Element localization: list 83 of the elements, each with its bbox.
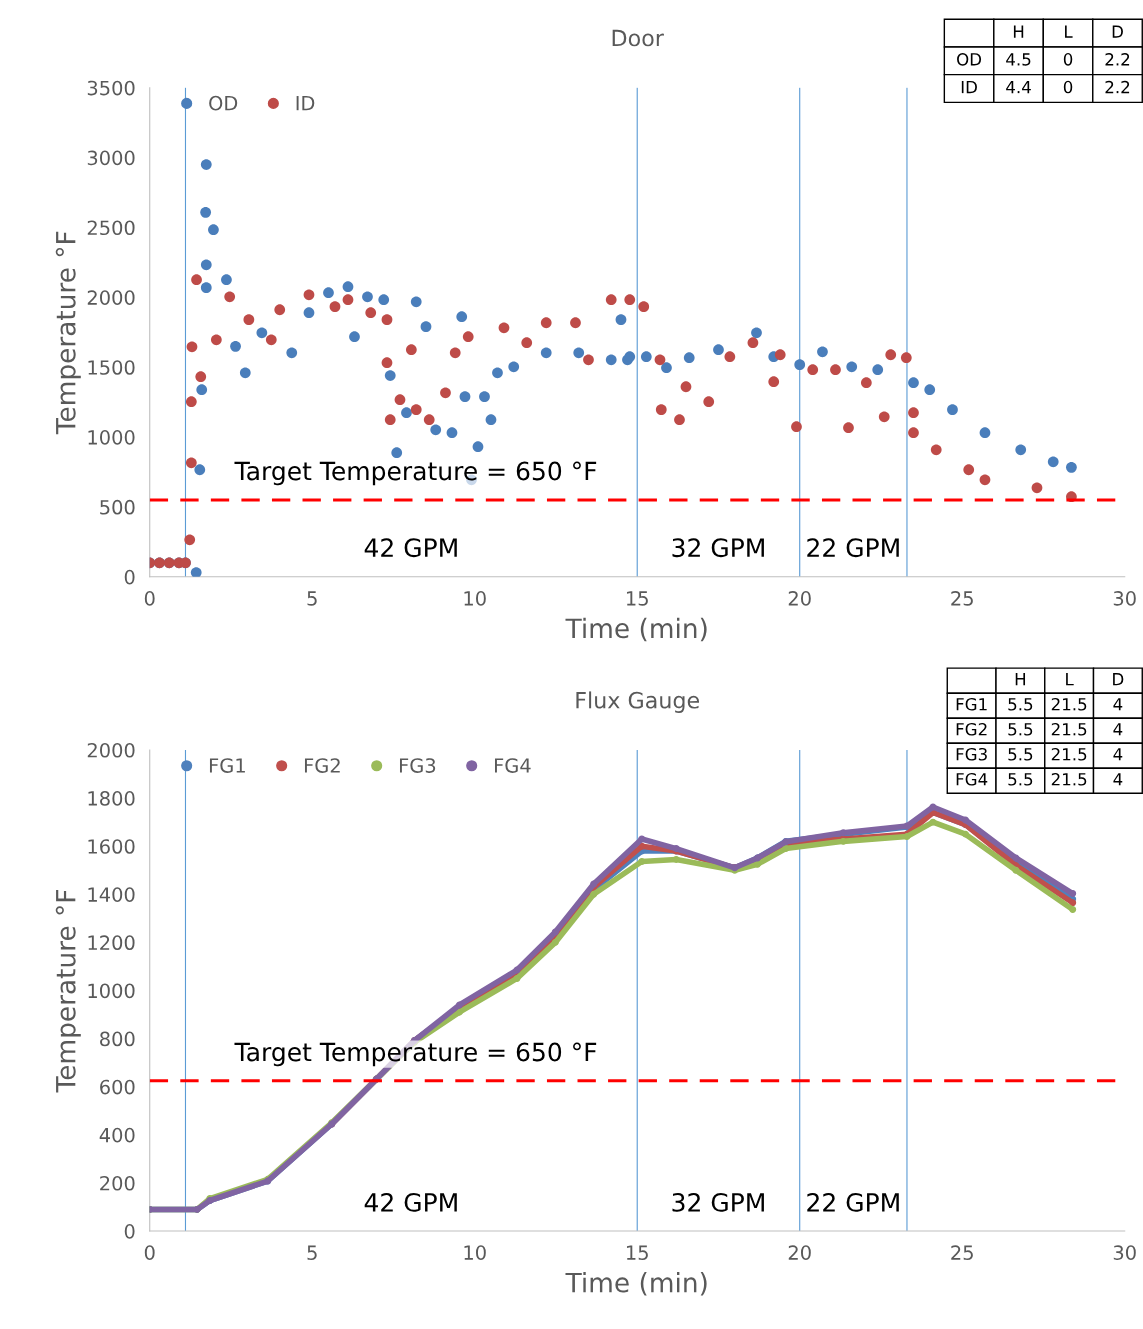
annotation: 21.5 <box>1051 772 1087 786</box>
y-axis-title: Temperature °F <box>55 890 81 1093</box>
text: 2.2 <box>1105 53 1130 66</box>
x-tick-label: 0 <box>144 1245 155 1260</box>
text: L <box>1066 673 1074 686</box>
annotation: 4.4 <box>1006 80 1031 94</box>
annotation: 2.2 <box>1105 80 1130 94</box>
text: 21.5 <box>1051 722 1087 736</box>
text: 5.5 <box>1008 698 1033 711</box>
x-tick-label: 25 <box>951 1245 973 1260</box>
y-tick-label: 1400 <box>88 887 135 902</box>
y-tick-label: 0 <box>124 1224 135 1239</box>
x-tick-label: 15 <box>626 1245 648 1260</box>
y-tick-label: 0 <box>124 569 135 585</box>
legend-label: OD <box>209 95 238 111</box>
text: OD <box>957 53 982 66</box>
x-tick-label: 5 <box>307 1245 317 1260</box>
annotation: 42 GPM <box>364 1192 457 1212</box>
text: H <box>1013 25 1024 38</box>
y-tick-label: 2000 <box>87 290 135 305</box>
x-tick-label: 20 <box>788 1245 811 1260</box>
x-tick-label: 0 <box>144 591 155 606</box>
y-tick-label: 1800 <box>88 791 135 806</box>
x-tick-label: 30 <box>1113 591 1136 606</box>
annotation: 32 GPM <box>672 1192 764 1212</box>
x-tick-label: 5 <box>307 591 317 606</box>
annotation: Target Temperature = 650 °F <box>234 461 597 486</box>
text: 0 <box>1063 53 1073 66</box>
x-axis-title: Time (min) <box>565 1272 707 1296</box>
annotation: 4 <box>1113 748 1123 761</box>
x-tick-label: 25 <box>951 591 973 606</box>
annotation: 5.5 <box>1008 773 1033 786</box>
legend-label: FG3 <box>400 758 436 773</box>
y-tick-label: 1600 <box>88 839 135 854</box>
y-axis-title: Temperature °F <box>55 231 81 435</box>
y-tick-label: 1000 <box>88 983 135 999</box>
annotation: 0 <box>1063 80 1073 94</box>
y-tick-label: 2500 <box>87 220 135 236</box>
x-tick-label: 20 <box>788 591 811 606</box>
y-tick-label: 500 <box>100 499 135 515</box>
y-tick-label: 1200 <box>88 935 135 951</box>
x-tick-label: 10 <box>464 1245 486 1260</box>
text: 5.5 <box>1008 723 1033 736</box>
text: FG2 <box>956 722 987 736</box>
annotation: Target Temperature = 650 °F <box>234 1042 597 1067</box>
y-tick-label: 600 <box>100 1079 135 1095</box>
text: 21.5 <box>1051 697 1087 711</box>
annotation: 22 GPM <box>807 538 899 558</box>
legend-label: FG2 <box>304 758 340 773</box>
x-axis-title: Time (min) <box>565 617 707 642</box>
y-tick-label: 3000 <box>87 150 135 166</box>
annotation: 32 GPM <box>672 538 764 558</box>
annotation: FG4 <box>956 772 988 786</box>
x-tick-label: 10 <box>464 591 486 606</box>
text: L <box>1065 25 1073 38</box>
legend-label: FG1 <box>209 758 245 773</box>
chart-title: Flux Gauge <box>576 691 700 713</box>
annotation: 4 <box>1113 773 1123 786</box>
y-tick-label: 1000 <box>88 430 135 445</box>
text: D <box>1112 25 1123 38</box>
y-tick-label: 400 <box>99 1127 135 1143</box>
x-tick-label: 30 <box>1113 1245 1136 1260</box>
chart-title: Door <box>612 29 664 47</box>
y-tick-label: 200 <box>100 1175 135 1191</box>
y-tick-label: 3500 <box>87 80 135 96</box>
annotation: 22 GPM <box>807 1192 899 1212</box>
annotation: 5.5 <box>1008 748 1033 761</box>
annotation: 42 GPM <box>364 538 457 558</box>
y-tick-label: 1500 <box>88 360 135 375</box>
legend-label: ID <box>296 96 315 111</box>
legend-label: FG4 <box>495 758 531 773</box>
annotation: 21.5 <box>1051 747 1087 761</box>
text: 4.5 <box>1006 53 1031 66</box>
text: 4 <box>1113 723 1123 736</box>
text: H <box>1015 673 1026 686</box>
y-tick-label: 2000 <box>87 742 135 758</box>
y-tick-label: 800 <box>100 1031 135 1047</box>
text: 4 <box>1113 698 1123 711</box>
annotation: FG3 <box>956 747 987 761</box>
x-tick-label: 15 <box>626 591 648 606</box>
text: D <box>1113 673 1124 686</box>
annotation: ID <box>961 80 977 94</box>
text: FG1 <box>956 697 987 711</box>
